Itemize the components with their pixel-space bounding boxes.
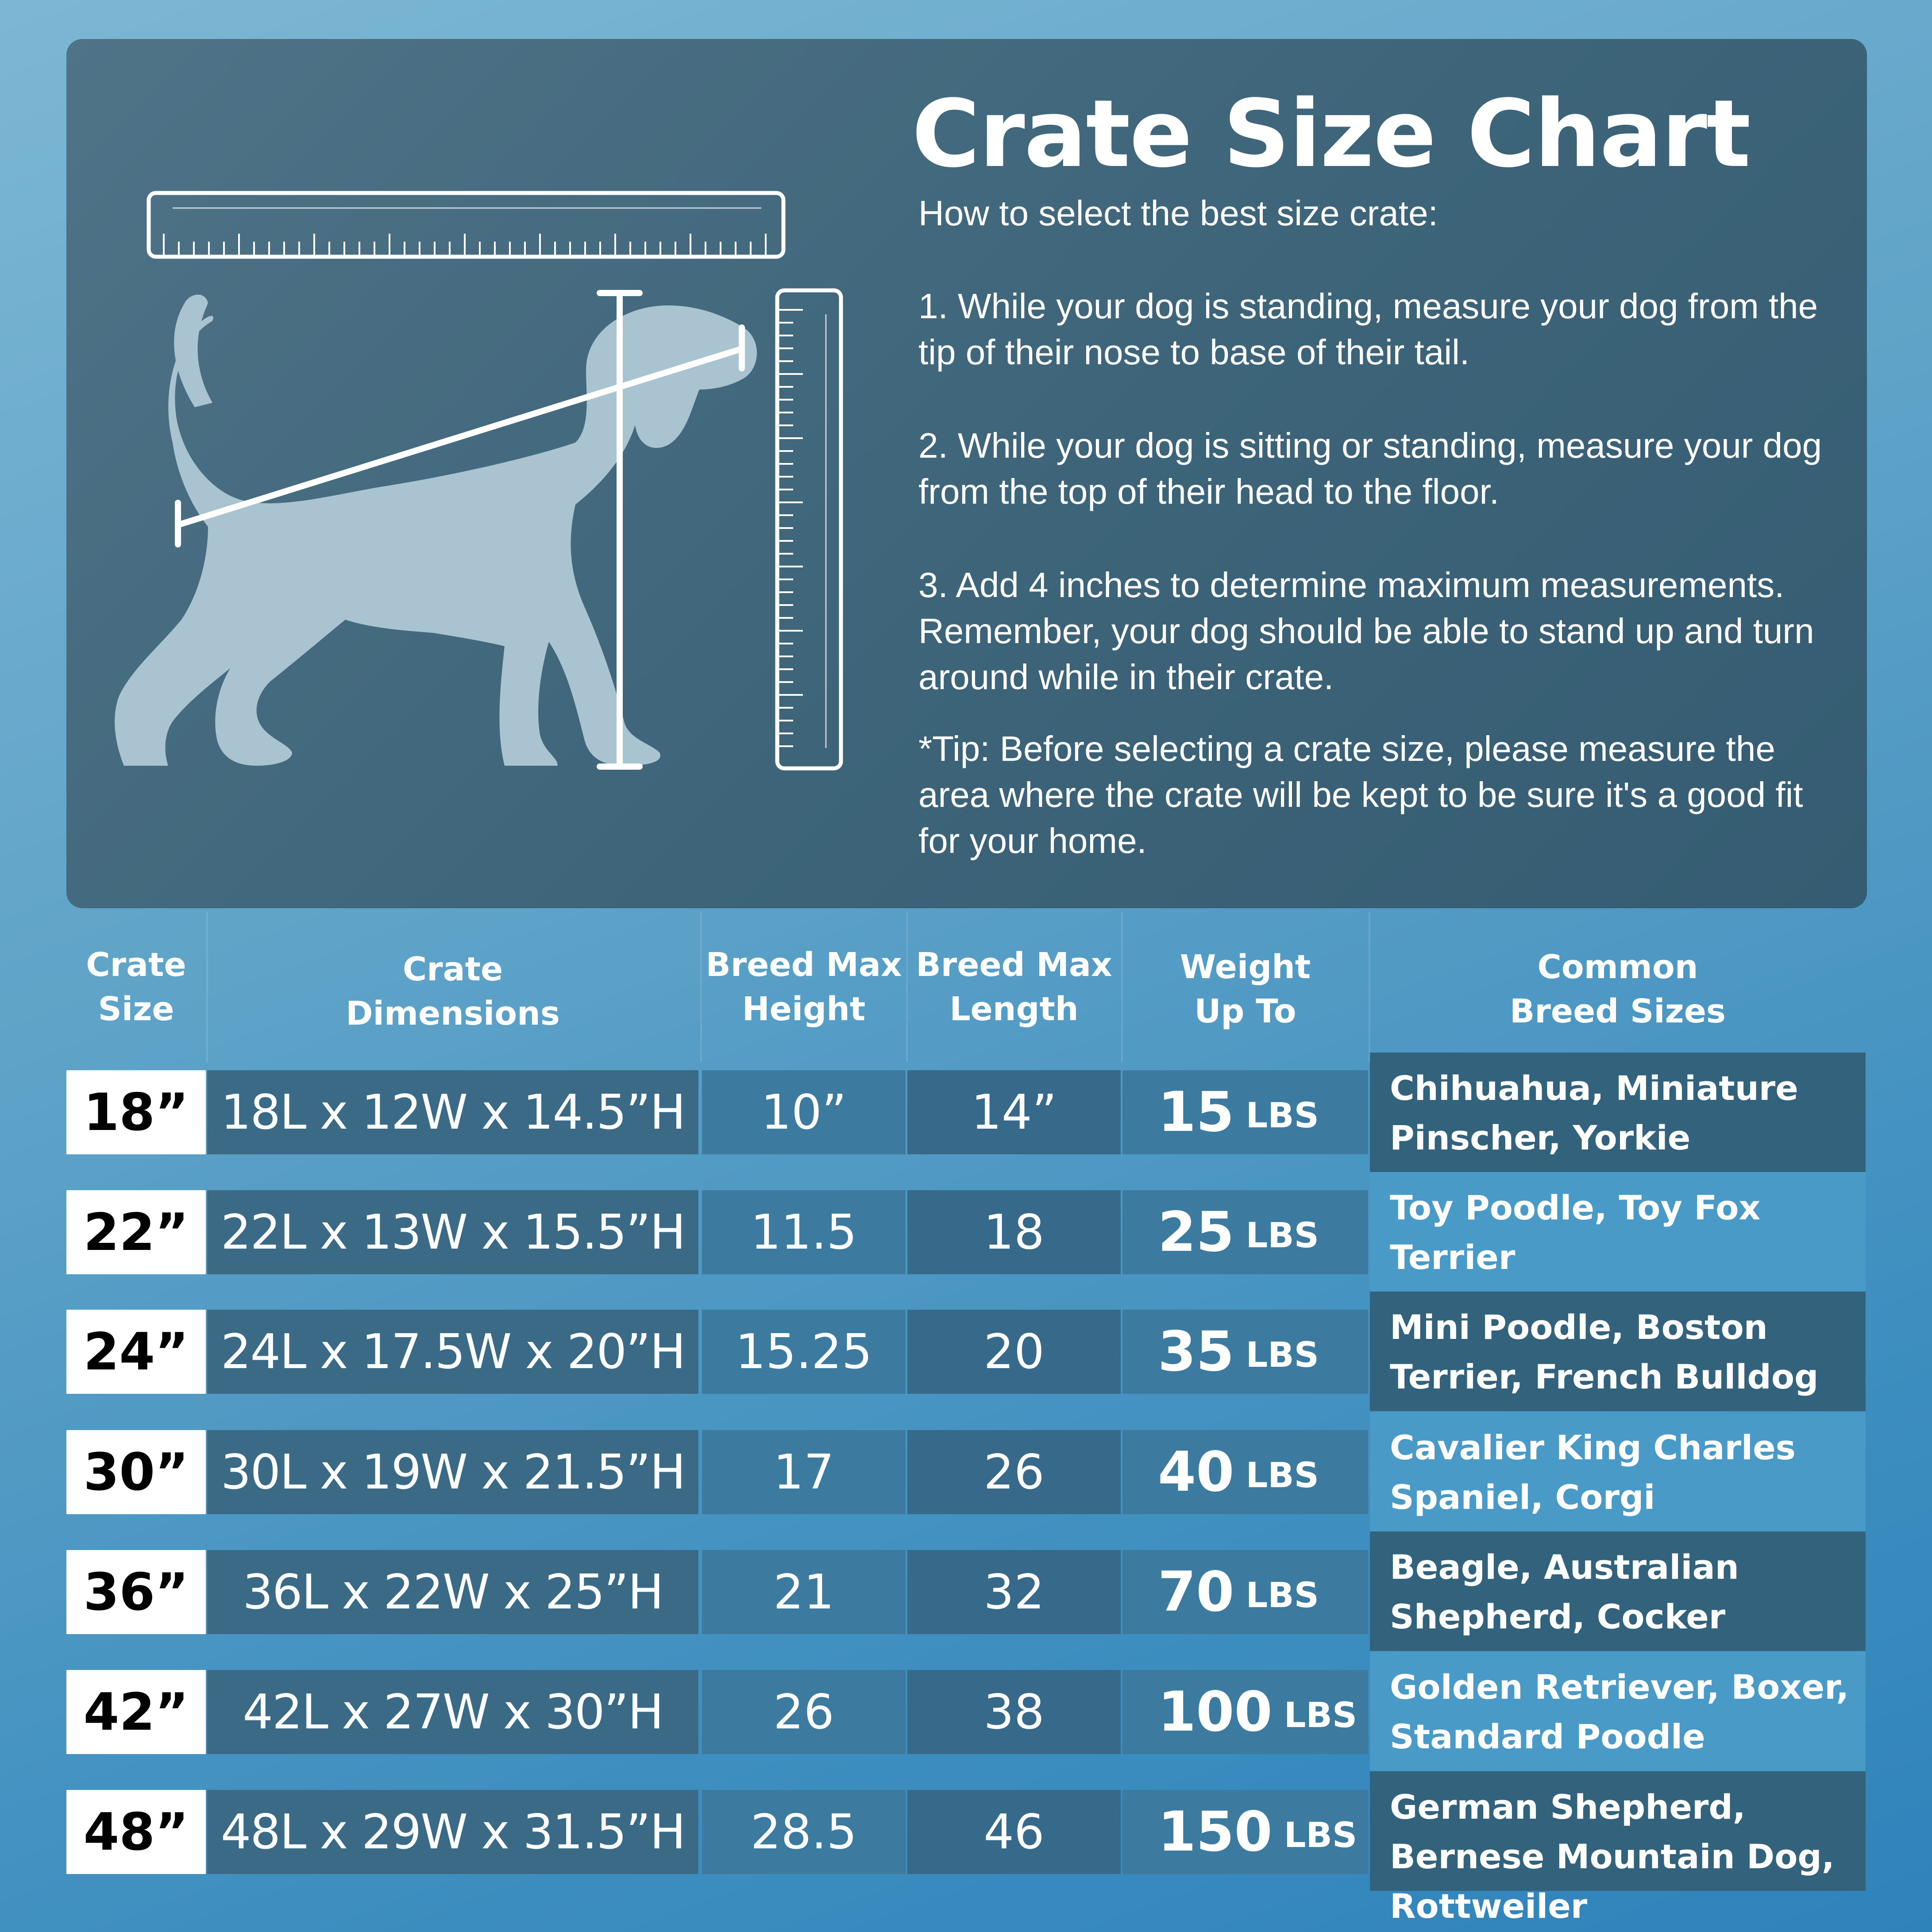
tip-text: *Tip: Before selecting a crate size, ple…	[918, 729, 1803, 860]
step-3-text: 3. Add 4 inches to determine maximum mea…	[918, 565, 1814, 697]
dog-tail-icon	[174, 294, 212, 407]
breed-max-length-cell: 38	[907, 1670, 1121, 1754]
breed-max-height-cell: 11.5	[702, 1190, 906, 1274]
weight-cell: 150 LBS	[1122, 1790, 1368, 1874]
crate-dimensions-cell: 48L x 29W x 31.5”H	[207, 1790, 698, 1874]
instructions-panel	[66, 39, 1867, 908]
table-row: 42” 42L x 27W x 30”H 26 38 100 LBS	[0, 1670, 1932, 1754]
weight-cell: 40 LBS	[1122, 1430, 1368, 1514]
crate-dimensions-cell: 36L x 22W x 25”H	[207, 1550, 698, 1634]
weight-unit: LBS	[1246, 1335, 1319, 1375]
crate-size-cell: 22”	[66, 1190, 206, 1274]
common-breeds-cell: Cavalier King Charles Spaniel, Corgi	[1370, 1412, 1866, 1531]
weight-unit: LBS	[1284, 1816, 1357, 1855]
step-2-text: 2. While your dog is sitting or standing…	[918, 426, 1822, 511]
crate-size-cell: 18”	[66, 1070, 206, 1154]
crate-size-cell: 48”	[66, 1790, 206, 1874]
common-breeds-cell: Golden Retriever, Boxer, Standard Poodle	[1370, 1651, 1866, 1771]
common-breeds-cell: Beagle, Australian Shepherd, Cocker Span…	[1370, 1531, 1866, 1686]
weight-value: 150	[1158, 1800, 1273, 1864]
step-1-text: 1. While your dog is standing, measure y…	[918, 286, 1818, 372]
crate-dimensions-cell: 30L x 19W x 21.5”H	[207, 1430, 698, 1514]
header-breed-max-height: Breed Max Height	[706, 946, 902, 1028]
crate-dimensions-cell: 24L x 17.5W x 20”H	[207, 1310, 698, 1394]
weight-unit: LBS	[1246, 1456, 1319, 1496]
table-row: 30” 30L x 19W x 21.5”H 17 26 40 LBS	[0, 1430, 1932, 1514]
weight-value: 25	[1158, 1200, 1234, 1264]
common-breeds-cell: Chihuahua, Miniature Pinscher, Yorkie	[1370, 1053, 1866, 1172]
measuring-illustration	[115, 191, 843, 771]
table-row: 22” 22L x 13W x 15.5”H 11.5 18 25 LBS	[0, 1190, 1932, 1274]
breed-max-length-cell: 14”	[907, 1070, 1121, 1154]
table-row: 24” 24L x 17.5W x 20”H 15.25 20 35 LBS	[0, 1310, 1932, 1394]
crate-dimensions-cell: 22L x 13W x 15.5”H	[207, 1190, 698, 1274]
header-crate-size: Crate Size	[86, 946, 186, 1028]
weight-cell: 70 LBS	[1122, 1550, 1368, 1634]
vertical-ruler-icon	[775, 288, 843, 771]
common-breeds-cell: Toy Poodle, Toy Fox Terrier	[1370, 1172, 1866, 1292]
breed-max-height-cell: 10”	[702, 1070, 906, 1154]
breed-max-height-cell: 21	[702, 1550, 906, 1634]
breed-max-length-cell: 18	[907, 1190, 1121, 1274]
table-row: 36” 36L x 22W x 25”H 21 32 70 LBS	[0, 1550, 1932, 1634]
weight-value: 70	[1158, 1560, 1234, 1624]
length-measure-line-icon	[175, 324, 745, 548]
weight-cell: 35 LBS	[1122, 1310, 1368, 1394]
weight-unit: LBS	[1284, 1696, 1357, 1735]
breed-max-length-cell: 26	[907, 1430, 1121, 1514]
common-breeds-cell: Mini Poodle, Boston Terrier, French Bull…	[1370, 1292, 1866, 1411]
crate-size-cell: 42”	[66, 1670, 206, 1754]
header-common-breeds: Common Breed Sizes	[1510, 948, 1726, 1030]
weight-unit: LBS	[1246, 1576, 1319, 1616]
horizontal-ruler-icon	[147, 191, 786, 259]
breed-max-length-cell: 32	[907, 1550, 1121, 1634]
weight-value: 35	[1158, 1320, 1234, 1384]
common-breeds-cell: German Shepherd, Bernese Mountain Dog, R…	[1370, 1771, 1866, 1926]
crate-dimensions-cell: 42L x 27W x 30”H	[207, 1670, 698, 1754]
crate-size-cell: 24”	[66, 1310, 206, 1394]
breed-max-height-cell: 17	[702, 1430, 906, 1514]
breed-max-height-cell: 26	[702, 1670, 906, 1754]
breed-max-height-cell: 15.25	[702, 1310, 906, 1394]
intro-text: How to select the best size crate:	[918, 193, 1438, 233]
header-crate-dimensions: Crate Dimensions	[346, 950, 560, 1033]
breed-max-length-cell: 20	[907, 1310, 1121, 1394]
weight-value: 100	[1158, 1680, 1273, 1744]
weight-value: 40	[1158, 1440, 1234, 1504]
weight-value: 15	[1158, 1080, 1234, 1144]
weight-cell: 100 LBS	[1122, 1670, 1368, 1754]
crate-dimensions-cell: 18L x 12W x 14.5”H	[207, 1070, 698, 1154]
crate-size-cell: 36”	[66, 1550, 206, 1634]
table-row: 48” 48L x 29W x 31.5”H 28.5 46 150 LBS	[0, 1790, 1932, 1874]
crate-size-cell: 30”	[66, 1430, 206, 1514]
header-weight: Weight Up To	[1180, 948, 1311, 1030]
weight-unit: LBS	[1246, 1216, 1319, 1256]
weight-unit: LBS	[1246, 1096, 1319, 1136]
table-row: 18” 18L x 12W x 14.5”H 10” 14” 15 LBS	[0, 1070, 1932, 1154]
breed-max-length-cell: 46	[907, 1790, 1121, 1874]
page-title: Crate Size Chart	[912, 80, 1751, 188]
weight-cell: 25 LBS	[1122, 1190, 1368, 1274]
weight-cell: 15 LBS	[1122, 1070, 1368, 1154]
dog-silhouette-icon	[115, 305, 757, 766]
breed-max-height-cell: 28.5	[702, 1790, 906, 1874]
height-measure-line-icon	[597, 290, 643, 770]
header-breed-max-length: Breed Max Length	[916, 946, 1112, 1028]
